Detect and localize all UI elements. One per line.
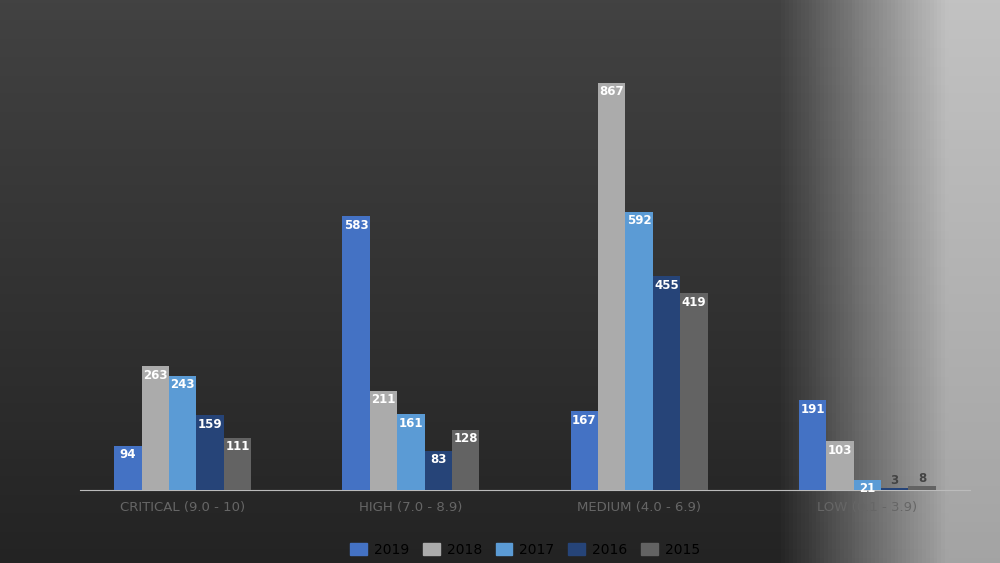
- Bar: [598, 83, 625, 490]
- Text: 592: 592: [627, 215, 651, 227]
- Text: 3: 3: [891, 474, 899, 487]
- Bar: [370, 391, 397, 490]
- Text: 111: 111: [225, 440, 250, 453]
- Text: 159: 159: [198, 418, 222, 431]
- Bar: [854, 480, 881, 490]
- Bar: [680, 293, 708, 490]
- Text: 263: 263: [143, 369, 168, 382]
- Text: 419: 419: [682, 296, 706, 309]
- Bar: [425, 451, 452, 490]
- Bar: [224, 438, 251, 490]
- Legend: 2019, 2018, 2017, 2016, 2015: 2019, 2018, 2017, 2016, 2015: [345, 537, 705, 562]
- Bar: [571, 412, 598, 490]
- Text: 8: 8: [918, 472, 926, 485]
- Text: 83: 83: [430, 453, 446, 466]
- Text: 128: 128: [453, 432, 478, 445]
- Text: 211: 211: [371, 393, 396, 406]
- Bar: [908, 486, 936, 490]
- Text: 161: 161: [399, 417, 423, 430]
- Text: 455: 455: [654, 279, 679, 292]
- Bar: [142, 367, 169, 490]
- Text: 167: 167: [572, 414, 597, 427]
- Bar: [881, 488, 908, 490]
- Bar: [799, 400, 826, 490]
- Bar: [169, 376, 196, 490]
- Text: 21: 21: [859, 482, 875, 495]
- Bar: [826, 441, 854, 490]
- Bar: [196, 415, 224, 490]
- Bar: [342, 216, 370, 490]
- Bar: [653, 276, 680, 490]
- Bar: [452, 430, 479, 490]
- Text: 867: 867: [599, 86, 624, 99]
- Text: 583: 583: [344, 218, 368, 231]
- Text: 103: 103: [828, 444, 852, 457]
- Text: 191: 191: [800, 403, 825, 415]
- Bar: [114, 446, 142, 490]
- Bar: [397, 414, 425, 490]
- Text: 94: 94: [120, 448, 136, 461]
- Bar: [625, 212, 653, 490]
- Text: 243: 243: [170, 378, 195, 391]
